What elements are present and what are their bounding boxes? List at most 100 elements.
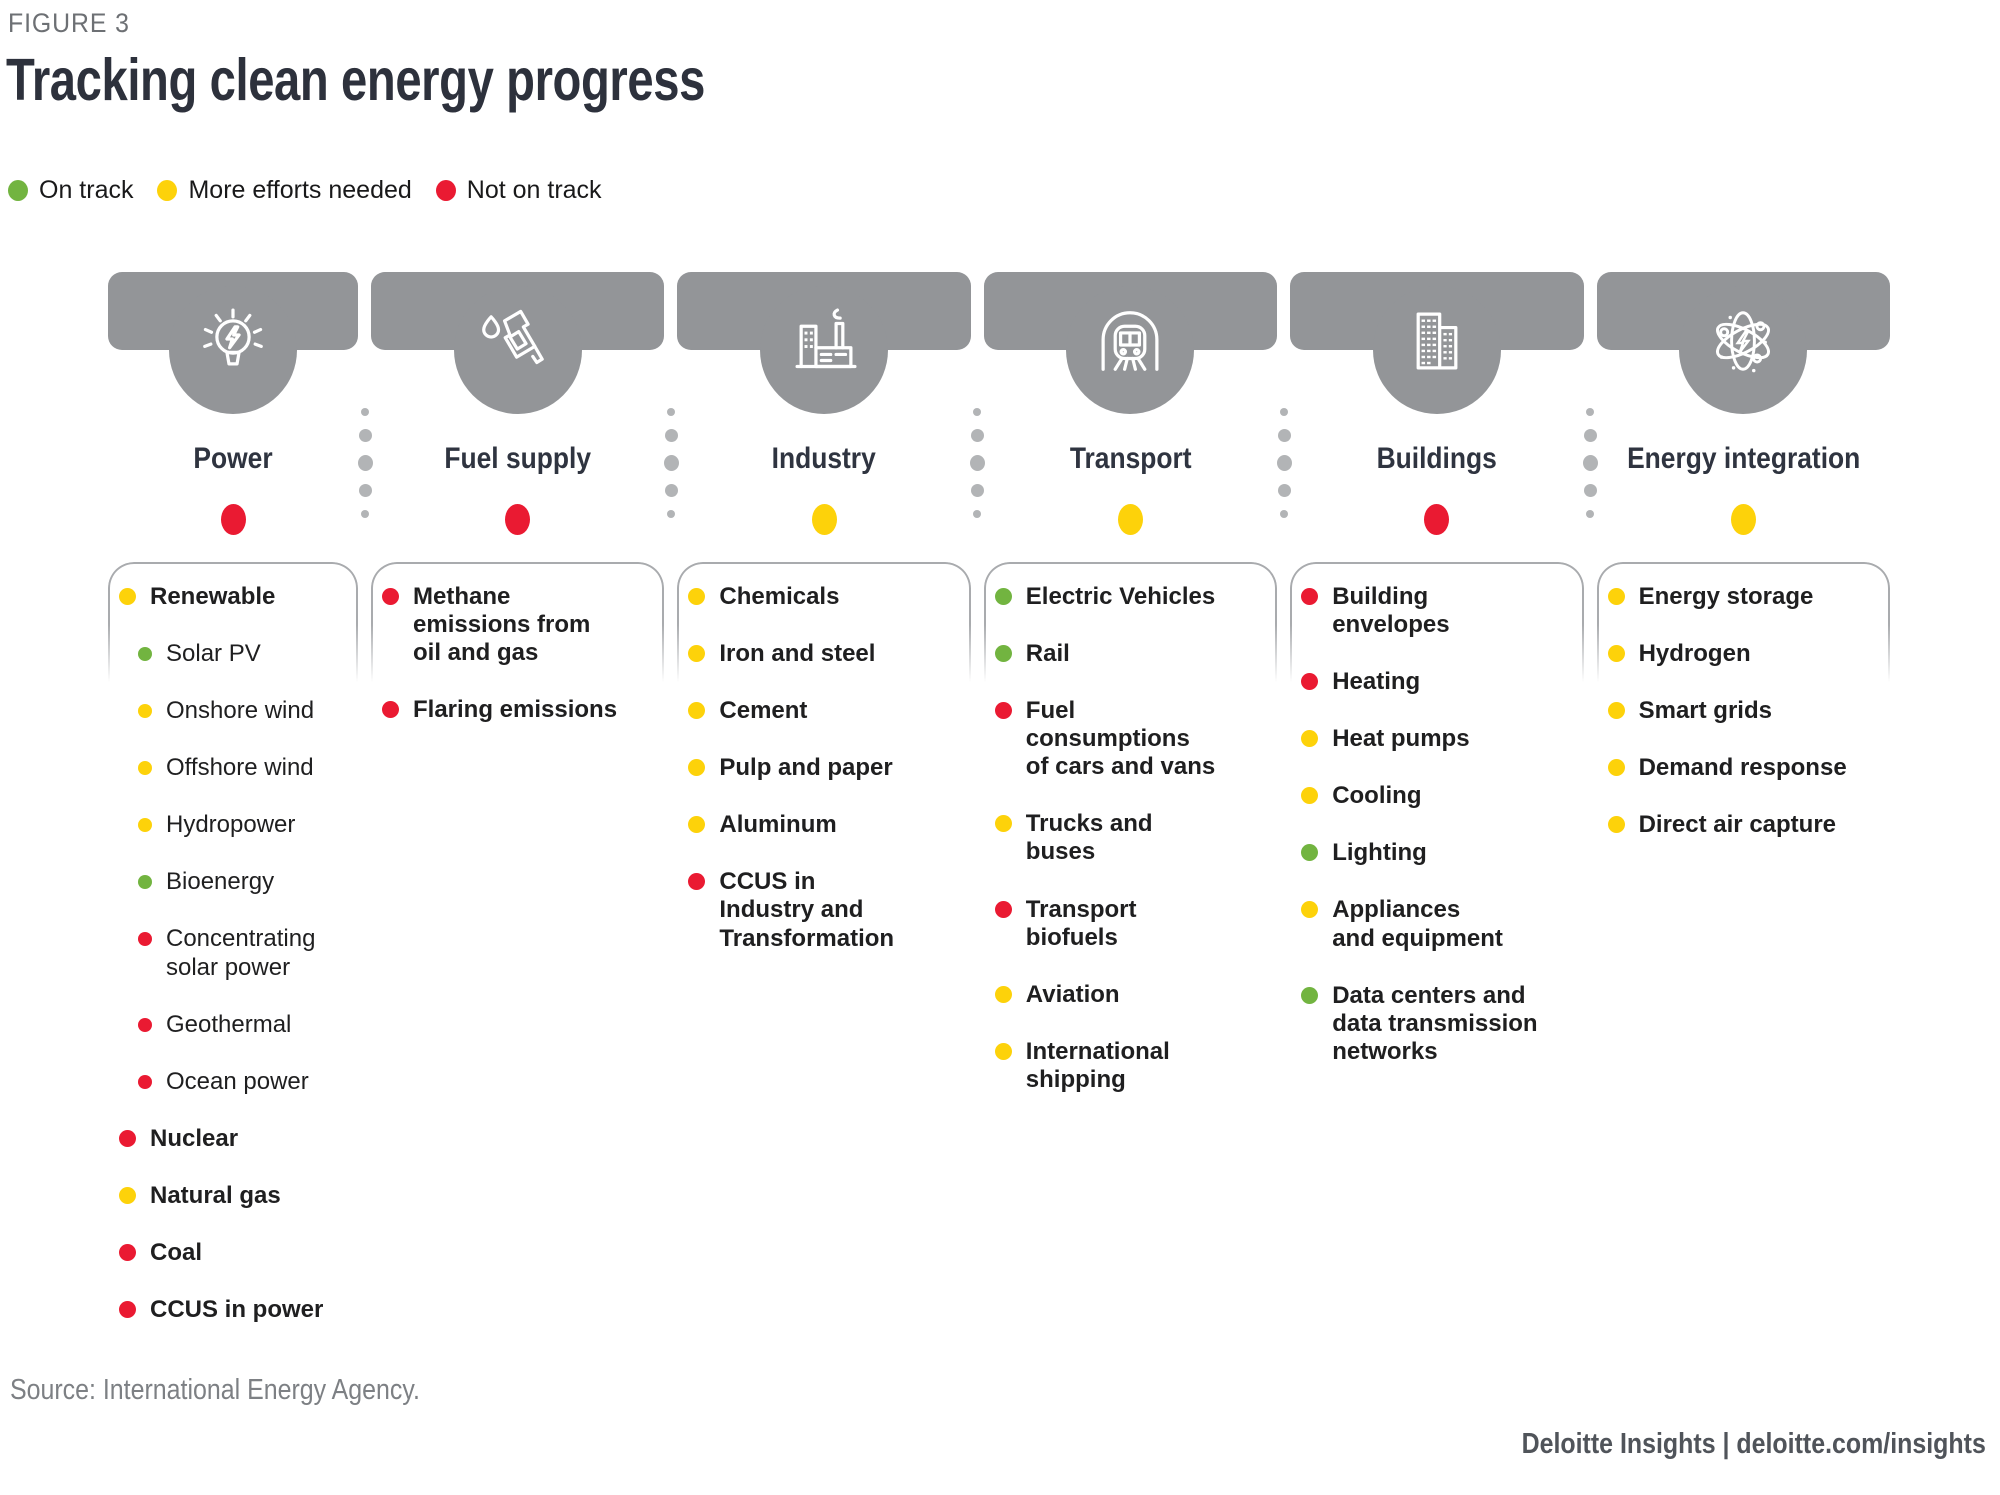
list-item: CCUS in power bbox=[119, 1296, 352, 1324]
yellow-status-dot bbox=[138, 704, 152, 719]
yellow-status-dot bbox=[811, 504, 837, 535]
item-label: Natural gas bbox=[150, 1181, 281, 1209]
column-industry: Industry Chemicals Iron and steel Cement Pu… bbox=[677, 272, 971, 1353]
buildings-towers-icon bbox=[1394, 298, 1480, 384]
red-status-dot bbox=[382, 701, 399, 719]
header-bump bbox=[1066, 286, 1195, 414]
list-item: Energy storage bbox=[1607, 583, 1884, 611]
list-item: Concentrating solar power bbox=[138, 925, 352, 981]
yellow-status-dot bbox=[119, 588, 136, 605]
yellow-status-dot bbox=[688, 816, 706, 834]
category-item-list: Electric Vehicles Rail Fuel consumptions o… bbox=[984, 562, 1277, 1094]
dotted-separator bbox=[969, 408, 985, 518]
list-item: Coal bbox=[119, 1239, 352, 1267]
category-item-list: Methane emissions from oil and gas Flarin… bbox=[371, 562, 664, 724]
item-label: Nuclear bbox=[150, 1124, 239, 1152]
item-label: Aviation bbox=[1025, 980, 1120, 1008]
red-status-dot bbox=[138, 1074, 152, 1089]
column-header bbox=[1290, 272, 1584, 420]
list-item: Appliances and equipment bbox=[1301, 896, 1577, 952]
yellow-status-dot bbox=[1301, 901, 1319, 919]
category-item-list: Renewable Solar PV Onshore wind Offshore wi… bbox=[108, 562, 358, 1324]
header-bump bbox=[760, 286, 889, 414]
yellow-status-dot bbox=[119, 1186, 136, 1204]
item-label: Fuel consumptions of cars and vans bbox=[1025, 697, 1216, 781]
item-label: Bioenergy bbox=[166, 868, 275, 896]
item-label: Hydropower bbox=[166, 811, 296, 839]
yellow-status-dot bbox=[157, 180, 178, 201]
yellow-status-dot bbox=[688, 588, 706, 605]
status-legend: On track More efforts needed Not on trac… bbox=[8, 176, 602, 205]
red-status-dot bbox=[119, 1243, 136, 1261]
category-label: Power bbox=[193, 442, 273, 475]
legend-label: More efforts needed bbox=[188, 176, 412, 204]
list-item: CCUS in Industry and Transformation bbox=[688, 868, 964, 952]
green-status-dot bbox=[1301, 986, 1319, 1004]
list-item: Nuclear bbox=[119, 1125, 352, 1153]
yellow-status-dot bbox=[1301, 787, 1319, 805]
list-item: Demand response bbox=[1607, 754, 1884, 782]
item-label: Iron and steel bbox=[719, 640, 876, 668]
red-status-dot bbox=[1424, 504, 1450, 535]
list-item: Fuel consumptions of cars and vans bbox=[994, 697, 1271, 781]
fuel-nozzle-icon bbox=[475, 298, 561, 384]
legend-item-not-on-track: Not on track bbox=[435, 176, 602, 205]
yellow-status-dot bbox=[1607, 702, 1625, 720]
red-status-dot bbox=[994, 900, 1012, 918]
figure-label: FIGURE 3 bbox=[8, 8, 130, 38]
source-note: Source: International Energy Agency. bbox=[10, 1374, 420, 1406]
yellow-status-dot bbox=[1607, 816, 1625, 834]
category-label: Fuel supply bbox=[444, 442, 592, 475]
list-item: Trucks and buses bbox=[994, 810, 1271, 866]
list-item: Iron and steel bbox=[688, 640, 964, 668]
category-item-list: Chemicals Iron and steel Cement Pulp and pa… bbox=[677, 562, 970, 953]
legend-label: On track bbox=[39, 176, 134, 204]
category-label: Industry bbox=[772, 442, 877, 475]
yellow-status-dot bbox=[138, 818, 152, 833]
item-label: International shipping bbox=[1025, 1037, 1170, 1093]
legend-item-more-efforts: More efforts needed bbox=[157, 176, 412, 205]
list-item: Renewable bbox=[119, 583, 352, 611]
item-label: Offshore wind bbox=[166, 754, 314, 782]
list-item: Chemicals bbox=[688, 583, 964, 611]
green-status-dot bbox=[994, 588, 1012, 605]
green-status-dot bbox=[994, 645, 1012, 663]
list-item: Aviation bbox=[994, 980, 1271, 1009]
transport-train-icon bbox=[1087, 298, 1173, 384]
column-buildings: Buildings Building envelopes Heating Heat … bbox=[1290, 272, 1584, 1353]
header-bump bbox=[169, 286, 297, 414]
industry-factory-icon bbox=[781, 298, 867, 384]
item-label: Electric Vehicles bbox=[1025, 583, 1216, 610]
list-item: International shipping bbox=[994, 1037, 1271, 1094]
list-item: Smart grids bbox=[1607, 697, 1884, 725]
item-label: Heating bbox=[1332, 668, 1421, 696]
item-label: Concentrating solar power bbox=[166, 925, 316, 981]
list-item: Building envelopes bbox=[1301, 583, 1577, 639]
column-fuel-supply: Fuel supply Methane emissions from oil a… bbox=[371, 272, 665, 1353]
categories-grid: Power Renewable Solar PV Onshore wind Offsh… bbox=[108, 272, 1890, 1353]
page-title: Tracking clean energy progress bbox=[6, 47, 705, 113]
yellow-status-dot bbox=[1607, 645, 1625, 663]
category-label: Buildings bbox=[1376, 442, 1498, 475]
yellow-status-dot bbox=[1117, 504, 1143, 535]
item-label: Heat pumps bbox=[1332, 725, 1470, 753]
item-label: Energy storage bbox=[1638, 583, 1814, 610]
yellow-status-dot bbox=[688, 645, 706, 663]
dotted-separator bbox=[663, 408, 679, 518]
red-status-dot bbox=[119, 1301, 136, 1319]
item-label: Direct air capture bbox=[1638, 811, 1837, 839]
green-status-dot bbox=[1301, 844, 1319, 862]
red-status-dot bbox=[1301, 588, 1319, 605]
item-label: Cooling bbox=[1332, 782, 1422, 810]
red-status-dot bbox=[505, 504, 531, 535]
item-label: Renewable bbox=[150, 583, 276, 610]
list-item: Cooling bbox=[1301, 782, 1577, 810]
list-item: Data centers and data transmission netwo… bbox=[1301, 982, 1577, 1066]
item-label: Smart grids bbox=[1638, 697, 1772, 725]
list-item: Onshore wind bbox=[138, 697, 352, 725]
yellow-status-dot bbox=[688, 702, 706, 720]
item-label: Trucks and buses bbox=[1025, 810, 1153, 866]
column-header bbox=[1596, 272, 1890, 420]
item-label: Chemicals bbox=[719, 583, 840, 610]
legend-item-on-track: On track bbox=[8, 176, 133, 205]
